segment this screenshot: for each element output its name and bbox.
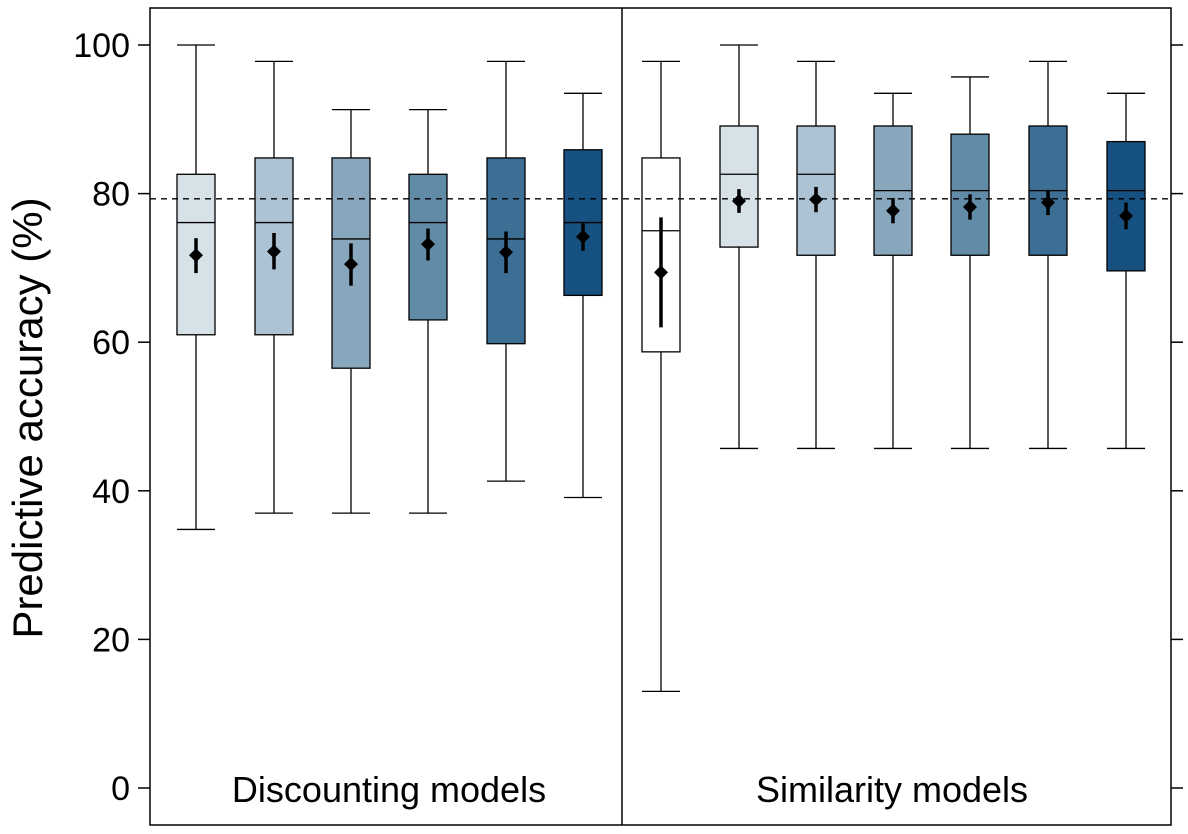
mean-marker bbox=[421, 237, 435, 252]
y-tick-label: 80 bbox=[92, 176, 130, 214]
mean-marker bbox=[809, 192, 823, 207]
box-2-5 bbox=[950, 76, 990, 450]
panel-labels: Discounting models Similarity models bbox=[232, 769, 1028, 810]
plot-frame bbox=[149, 7, 1172, 826]
box-1-2 bbox=[254, 60, 294, 514]
panel-label-2: Similarity models bbox=[756, 769, 1028, 810]
plot-border bbox=[149, 7, 1172, 826]
y-axis: 0 20 40 60 80 100 bbox=[73, 27, 1183, 808]
box-body bbox=[486, 157, 526, 345]
box-body bbox=[254, 157, 294, 336]
y-tick-label: 100 bbox=[73, 27, 130, 65]
y-tick-label: 40 bbox=[92, 473, 130, 511]
y-tick-label: 60 bbox=[92, 324, 130, 362]
panel-label-1: Discounting models bbox=[232, 769, 546, 810]
box-2-2 bbox=[719, 44, 759, 450]
mean-marker bbox=[886, 203, 900, 218]
mean-marker bbox=[344, 257, 358, 272]
mean-marker bbox=[1119, 208, 1133, 223]
mean-marker bbox=[189, 248, 203, 263]
y-axis-label: Predictive accuracy (%) bbox=[4, 197, 51, 638]
box-1-4 bbox=[408, 108, 448, 514]
box-1-6 bbox=[563, 92, 603, 499]
box-body bbox=[719, 125, 759, 248]
box-group bbox=[176, 44, 1146, 693]
mean-marker bbox=[267, 244, 281, 259]
box-2-4 bbox=[873, 92, 913, 450]
mean-marker bbox=[963, 199, 977, 214]
mean-marker bbox=[732, 194, 746, 209]
box-2-1 bbox=[641, 60, 681, 693]
box-1-3 bbox=[331, 108, 371, 514]
mean-marker bbox=[576, 229, 590, 244]
box-2-3 bbox=[796, 60, 836, 450]
mean-marker bbox=[654, 265, 668, 280]
y-tick-label: 20 bbox=[92, 621, 130, 659]
box-1-5 bbox=[486, 60, 526, 482]
box-2-6 bbox=[1028, 60, 1068, 450]
y-tick-label: 0 bbox=[111, 770, 130, 808]
box-1-1 bbox=[176, 44, 216, 531]
mean-marker bbox=[499, 245, 513, 260]
box-2-7 bbox=[1106, 92, 1146, 450]
